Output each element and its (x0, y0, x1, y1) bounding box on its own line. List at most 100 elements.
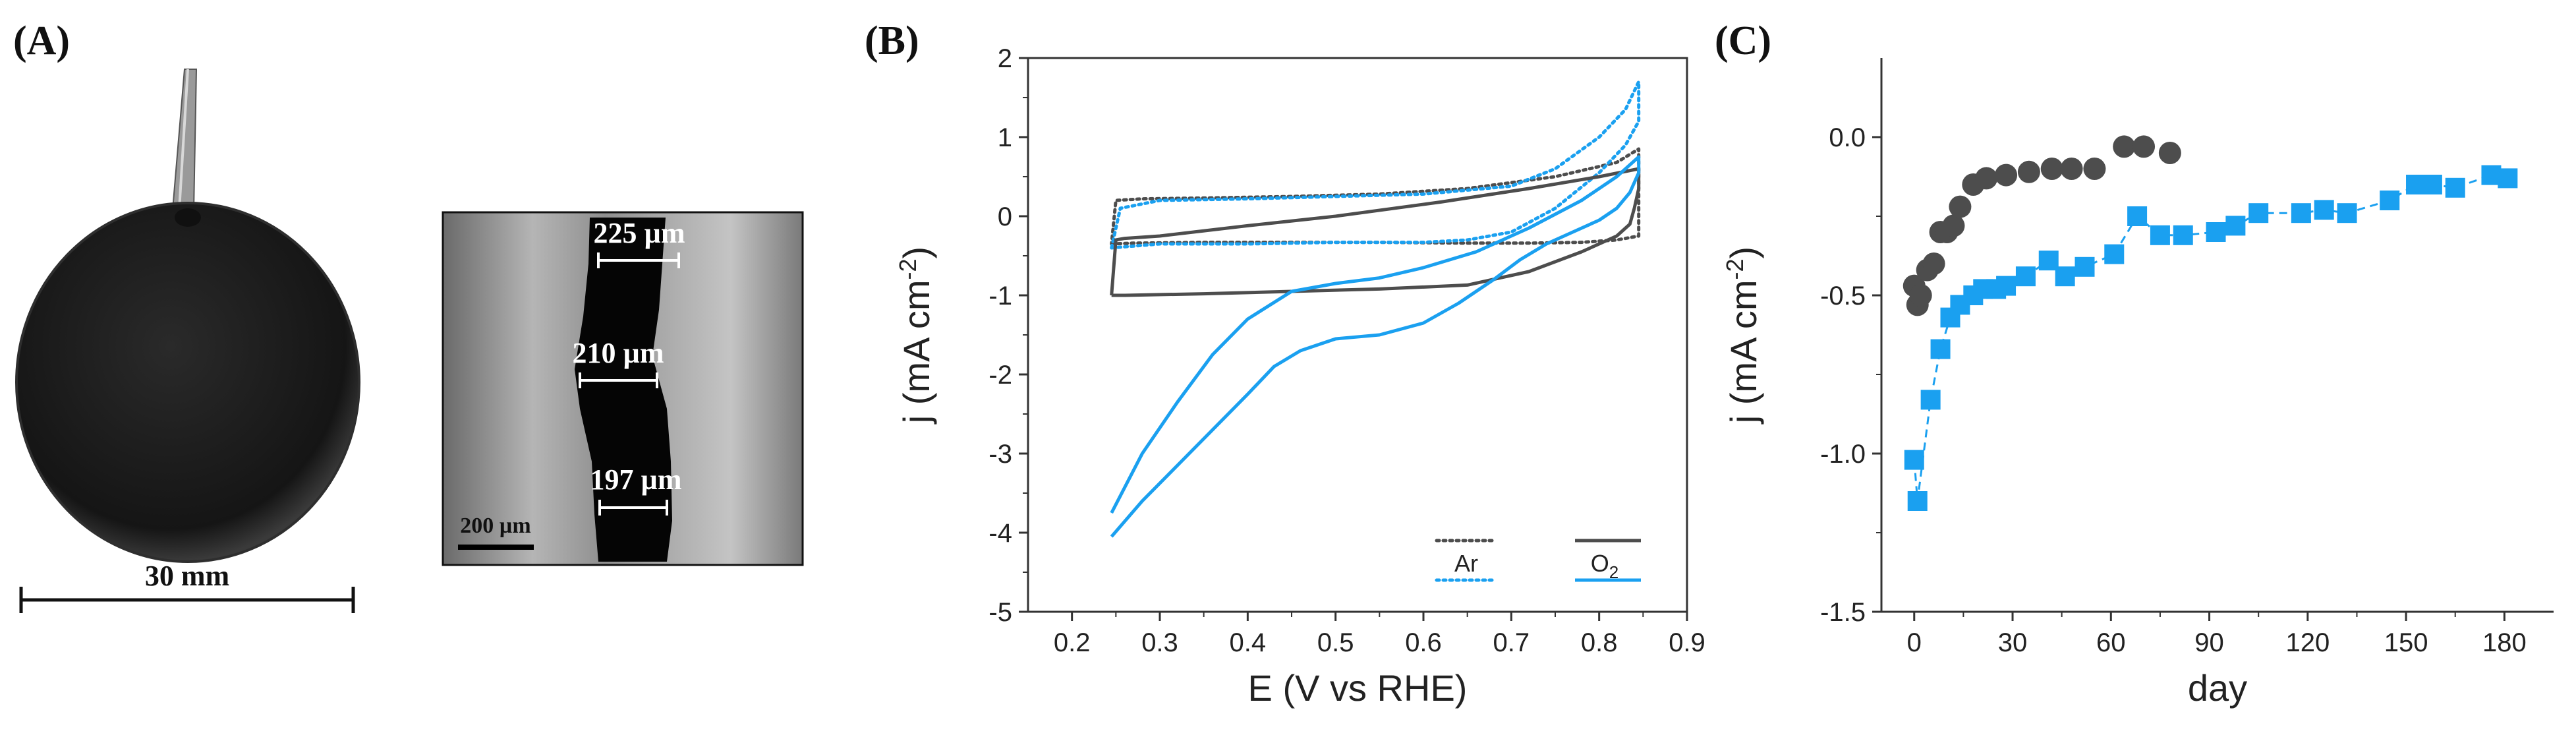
legend-o2-label: O2 (1591, 550, 1618, 582)
x-tick-label: 90 (2194, 628, 2224, 657)
photo-scale-label: 30 mm (145, 560, 229, 592)
data-point-circle (1909, 284, 1932, 307)
carbon-sphere-photo (15, 202, 360, 563)
wire-junction (175, 208, 201, 227)
data-point-square (2127, 206, 2148, 226)
plot-frame (1027, 57, 1688, 613)
legend-o2-text: O (1591, 550, 1609, 577)
data-point-square (2248, 203, 2269, 223)
x-tick-label: 0.3 (1141, 628, 1178, 657)
data-point-square (1904, 450, 1924, 470)
x-tick-label: 30 (1998, 628, 2028, 657)
panel-a-label: (A) (13, 18, 70, 63)
stability-chart: 0 30 60 90 120 150 180 -1.5 -1.0 -0.5 0.0 day j (mA … (1721, 58, 2554, 709)
x-axis-title: day (2188, 667, 2247, 709)
data-point-circle (2017, 160, 2040, 183)
data-point-circle (2083, 158, 2106, 180)
data-point-square (2422, 175, 2442, 194)
cv-chart: 0.2 0.3 0.4 0.5 0.6 0.7 0.8 0.9 -5 -4 -3 -2 -1 0 1 2 E (… (894, 44, 1705, 709)
data-point-square (2206, 222, 2226, 242)
y-tick-label: -3 (988, 440, 1012, 469)
data-point-square (2380, 191, 2400, 210)
y-axis-title-sup: -2 (894, 258, 921, 280)
stability-points (1903, 135, 2518, 511)
y-tick-label: 0.0 (1829, 123, 1866, 152)
y-tick-label: -0.5 (1820, 281, 1866, 310)
data-point-circle (2040, 158, 2063, 180)
y-axis-title-sup: -2 (1721, 258, 1748, 280)
x-tick-label: 60 (2096, 628, 2126, 657)
sem-channel (575, 218, 672, 562)
cv-series-o2-blue (1110, 155, 1641, 538)
data-point-square (1930, 339, 1951, 359)
data-point-circle (1922, 252, 1945, 275)
sem-measurement-2: 210 µm (572, 337, 664, 388)
x-tick-label: 0.4 (1230, 628, 1267, 657)
data-point-circle (1995, 163, 2018, 187)
y-axis-title: j (mA cm-2) (1721, 247, 1764, 425)
data-point-square (2104, 244, 2125, 264)
data-point-circle (2113, 135, 2136, 158)
y-axis-title-tail: ) (1723, 247, 1764, 259)
x-tick-label: 0 (1907, 628, 1922, 657)
y-axis-title-main: j (mA cm (1723, 280, 1764, 425)
cv-legend: Ar O2 (1435, 539, 1641, 582)
cv-series-o2-dark (1110, 167, 1641, 297)
y-tick-label: -2 (988, 361, 1012, 390)
data-point-square (2225, 216, 2246, 236)
sem-measurement-3-label: 197 µm (590, 463, 681, 496)
sem-scale-label: 200 µm (460, 514, 530, 538)
data-point-square (2291, 203, 2311, 223)
x-tick-label: 0.7 (1493, 628, 1530, 657)
data-point-square (2015, 266, 2036, 287)
sem-measurement-1: 225 µm (593, 217, 685, 268)
data-point-square (2055, 266, 2075, 287)
y-tick-label: -4 (988, 519, 1012, 548)
data-point-circle (2060, 158, 2083, 180)
data-point-square (1920, 390, 1941, 410)
data-point-circle (2132, 135, 2156, 158)
y-tick-label: -1.5 (1820, 598, 1866, 627)
wire-highlight (178, 69, 189, 210)
data-point-square (2173, 225, 2193, 245)
sem-scale-bar: 200 µm (458, 514, 534, 550)
y-tick-label: -1 (988, 281, 1012, 310)
legend-o2-sub: 2 (1609, 562, 1618, 582)
data-point-square (2314, 200, 2334, 220)
y-tick-label: -1.0 (1820, 440, 1866, 469)
y-axis-title: j (mA cm-2) (894, 247, 937, 425)
data-point-circle (1949, 195, 1972, 218)
data-point-square (2150, 225, 2170, 245)
data-point-square (2445, 177, 2465, 198)
data-point-square (1907, 491, 1928, 511)
y-tick-label: 2 (998, 44, 1012, 73)
sem-image: 225 µm 210 µm 197 µm 200 µm (442, 211, 804, 566)
x-tick-label: 150 (2384, 628, 2428, 657)
data-point-square (2337, 203, 2357, 223)
sem-measurement-3: 197 µm (590, 463, 682, 516)
cv-curves (1110, 80, 1641, 538)
x-tick-label: 180 (2482, 628, 2527, 657)
x-axis-title: E (V vs RHE) (1248, 667, 1468, 709)
data-point-circle (1942, 214, 1965, 237)
sem-measurement-1-label: 225 µm (593, 217, 685, 249)
data-point-square (2498, 168, 2518, 189)
data-point-circle (1975, 167, 1998, 190)
y-tick-label: 0 (998, 202, 1012, 231)
x-tick-label: 0.8 (1581, 628, 1618, 657)
y-axis-title-main: j (mA cm (896, 280, 937, 425)
photo-scale-bar: 30 mm (19, 560, 355, 613)
legend-ar-label: Ar (1454, 550, 1478, 577)
y-axis-title-tail: ) (896, 247, 937, 259)
data-point-square (1996, 276, 2017, 296)
panel-c-label: (C) (1715, 18, 1771, 63)
x-tick-label: 0.6 (1405, 628, 1442, 657)
x-tick-label: 0.2 (1054, 628, 1091, 657)
x-tick-label: 0.5 (1317, 628, 1354, 657)
cv-series-ar-blue (1110, 80, 1641, 250)
y-tick-label: -5 (988, 598, 1012, 627)
sem-measurement-2-label: 210 µm (572, 337, 664, 369)
x-tick-label: 0.9 (1669, 628, 1705, 657)
y-tick-label: 1 (998, 123, 1012, 152)
